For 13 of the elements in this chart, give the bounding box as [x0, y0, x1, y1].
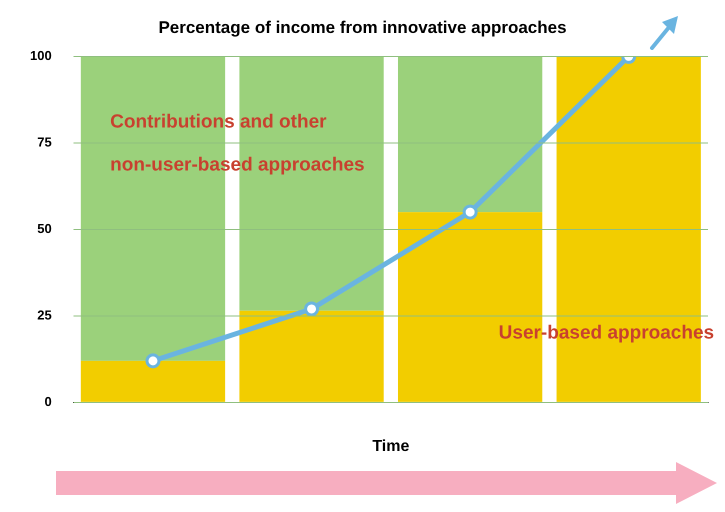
bar [239, 310, 384, 402]
point [145, 353, 160, 368]
y-tick-label: 75 [37, 134, 52, 150]
bar [80, 360, 226, 402]
chart-title: Percentage of income from innovative approaches [158, 18, 567, 37]
y-tick-label: 100 [30, 48, 52, 63]
x-axis-title: Time [372, 438, 410, 455]
y-tick-label: 0 [44, 394, 52, 409]
point [304, 301, 320, 316]
point [462, 204, 478, 220]
bar [398, 56, 542, 212]
y-tick-label: 50 [37, 220, 52, 236]
y-tick-label: 25 [37, 307, 52, 322]
